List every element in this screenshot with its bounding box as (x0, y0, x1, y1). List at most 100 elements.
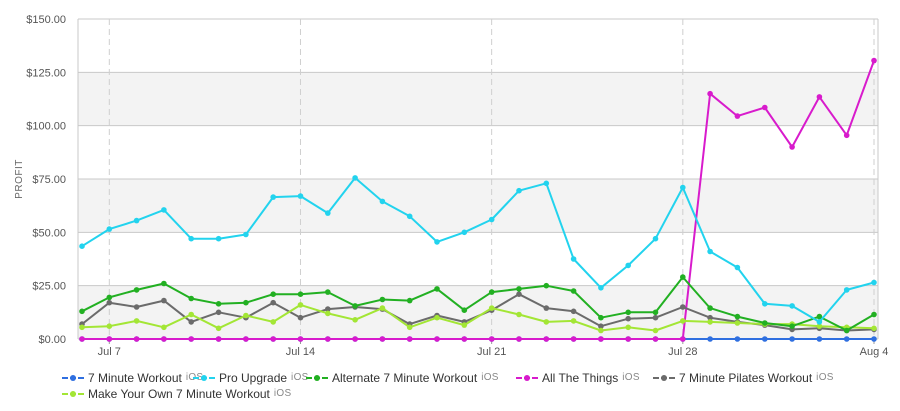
legend-item-all-the-things[interactable]: All The Things iOS (516, 369, 640, 385)
data-point[interactable] (816, 94, 823, 100)
data-point[interactable] (516, 311, 522, 318)
data-point[interactable] (215, 235, 222, 242)
data-point[interactable] (379, 336, 386, 342)
data-point[interactable] (461, 307, 468, 314)
legend-item-7-minute-workout[interactable]: 7 Minute Workout iOS (62, 369, 203, 385)
data-point[interactable] (434, 286, 440, 292)
data-point[interactable] (734, 320, 741, 326)
data-point[interactable] (843, 132, 850, 139)
data-point[interactable] (161, 324, 167, 331)
data-point[interactable] (243, 299, 249, 306)
data-point[interactable] (79, 243, 85, 249)
data-point[interactable] (734, 264, 741, 271)
data-point[interactable] (270, 299, 277, 306)
data-point[interactable] (762, 301, 768, 307)
data-point[interactable] (871, 311, 877, 318)
data-point[interactable] (516, 291, 522, 298)
data-point[interactable] (680, 274, 686, 280)
data-point[interactable] (106, 323, 113, 330)
data-point[interactable] (543, 305, 550, 311)
data-point[interactable] (270, 319, 277, 325)
data-point[interactable] (543, 319, 550, 325)
data-point[interactable] (625, 315, 631, 322)
data-point[interactable] (215, 301, 222, 307)
data-point[interactable] (133, 318, 140, 324)
data-point[interactable] (106, 294, 113, 301)
data-point[interactable] (680, 304, 686, 310)
data-point[interactable] (707, 90, 713, 97)
data-point[interactable] (461, 336, 468, 342)
data-point[interactable] (516, 336, 522, 342)
data-point[interactable] (461, 229, 468, 236)
data-point[interactable] (543, 336, 550, 342)
data-point[interactable] (652, 336, 659, 342)
data-point[interactable] (843, 327, 850, 334)
data-point[interactable] (325, 210, 331, 216)
data-point[interactable] (816, 313, 823, 320)
data-point[interactable] (734, 336, 741, 342)
data-point[interactable] (406, 213, 413, 220)
data-point[interactable] (570, 256, 577, 262)
data-point[interactable] (598, 323, 604, 330)
data-point[interactable] (488, 336, 495, 342)
data-point[interactable] (816, 323, 823, 330)
data-point[interactable] (133, 217, 140, 224)
data-point[interactable] (297, 291, 304, 298)
data-point[interactable] (488, 305, 495, 311)
data-point[interactable] (516, 286, 522, 292)
data-point[interactable] (543, 282, 550, 289)
data-point[interactable] (516, 187, 522, 194)
data-point[interactable] (570, 318, 577, 324)
data-point[interactable] (707, 314, 713, 321)
data-point[interactable] (843, 336, 850, 342)
data-point[interactable] (434, 239, 440, 245)
data-point[interactable] (133, 336, 140, 342)
data-point[interactable] (652, 314, 659, 321)
data-point[interactable] (570, 308, 577, 315)
data-point[interactable] (188, 295, 194, 302)
data-point[interactable] (379, 305, 386, 311)
data-point[interactable] (871, 325, 877, 332)
data-point[interactable] (871, 279, 877, 286)
data-point[interactable] (215, 336, 222, 342)
data-point[interactable] (789, 144, 795, 150)
data-point[interactable] (270, 194, 277, 200)
data-point[interactable] (734, 113, 741, 119)
data-point[interactable] (325, 306, 331, 312)
data-point[interactable] (598, 327, 604, 334)
data-point[interactable] (133, 287, 140, 293)
data-point[interactable] (680, 336, 686, 342)
data-point[interactable] (762, 320, 768, 326)
data-point[interactable] (297, 302, 304, 308)
data-point[interactable] (325, 289, 331, 295)
data-point[interactable] (843, 287, 850, 293)
data-point[interactable] (297, 336, 304, 342)
data-point[interactable] (816, 336, 823, 342)
data-point[interactable] (652, 327, 659, 334)
data-point[interactable] (789, 303, 795, 309)
legend-item-pro-upgrade[interactable]: Pro Upgrade iOS (193, 369, 309, 385)
data-point[interactable] (434, 336, 440, 342)
data-point[interactable] (543, 180, 550, 187)
legend-item-alternate-7-minute-workout[interactable]: Alternate 7 Minute Workout iOS (306, 369, 499, 385)
data-point[interactable] (243, 336, 249, 342)
data-point[interactable] (352, 317, 358, 323)
data-point[interactable] (762, 336, 768, 342)
data-point[interactable] (270, 336, 277, 342)
data-point[interactable] (488, 216, 495, 223)
data-point[interactable] (297, 193, 304, 199)
data-point[interactable] (762, 104, 768, 111)
data-point[interactable] (625, 262, 631, 269)
data-point[interactable] (570, 336, 577, 342)
data-point[interactable] (734, 313, 741, 320)
data-point[interactable] (871, 57, 877, 64)
data-point[interactable] (707, 305, 713, 311)
data-point[interactable] (816, 319, 823, 325)
data-point[interactable] (270, 291, 277, 298)
data-point[interactable] (598, 285, 604, 291)
data-point[interactable] (215, 325, 222, 332)
data-point[interactable] (188, 311, 194, 318)
data-point[interactable] (598, 314, 604, 321)
data-point[interactable] (652, 309, 659, 316)
data-point[interactable] (297, 314, 304, 321)
